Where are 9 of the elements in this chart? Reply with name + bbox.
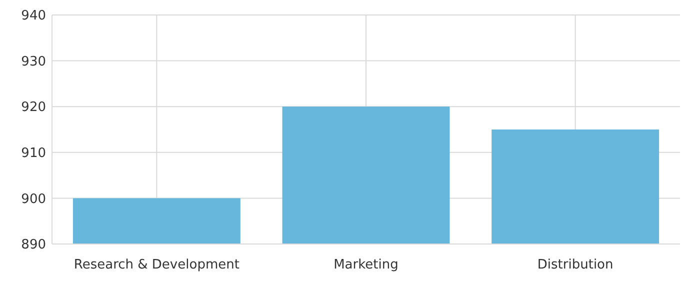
- x-tick-label: Marketing: [334, 258, 398, 273]
- y-tick-label: 930: [21, 54, 46, 70]
- y-tick-label: 920: [21, 100, 46, 116]
- x-tick-label: Distribution: [537, 258, 614, 273]
- y-tick-label: 910: [21, 146, 46, 161]
- y-tick-label: 940: [21, 8, 46, 24]
- x-tick-label: Research & Development: [74, 258, 240, 273]
- y-tick-label: 900: [21, 192, 46, 207]
- y-tick-label: 890: [21, 238, 46, 253]
